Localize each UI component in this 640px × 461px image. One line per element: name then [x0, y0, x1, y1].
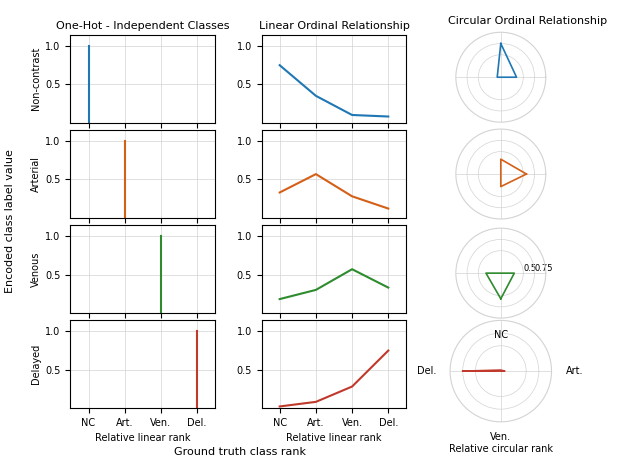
Text: Circular Ordinal Relationship: Circular Ordinal Relationship — [449, 16, 607, 26]
Y-axis label: Delayed: Delayed — [31, 344, 41, 384]
Y-axis label: Venous: Venous — [31, 251, 41, 287]
Text: Relative circular rank: Relative circular rank — [449, 444, 553, 455]
Title: Linear Ordinal Relationship: Linear Ordinal Relationship — [259, 21, 410, 31]
Y-axis label: Arterial: Arterial — [31, 156, 41, 192]
X-axis label: Relative linear rank: Relative linear rank — [286, 433, 381, 443]
Text: Encoded class label value: Encoded class label value — [4, 149, 15, 293]
Text: NC: NC — [493, 330, 508, 340]
Title: One-Hot - Independent Classes: One-Hot - Independent Classes — [56, 21, 230, 31]
Text: Ven.: Ven. — [490, 432, 511, 442]
X-axis label: Relative linear rank: Relative linear rank — [95, 433, 191, 443]
Text: Del.: Del. — [417, 366, 436, 376]
Y-axis label: Non-contrast: Non-contrast — [31, 47, 41, 110]
Text: Art.: Art. — [566, 366, 583, 376]
Text: Ground truth class rank: Ground truth class rank — [174, 447, 306, 457]
